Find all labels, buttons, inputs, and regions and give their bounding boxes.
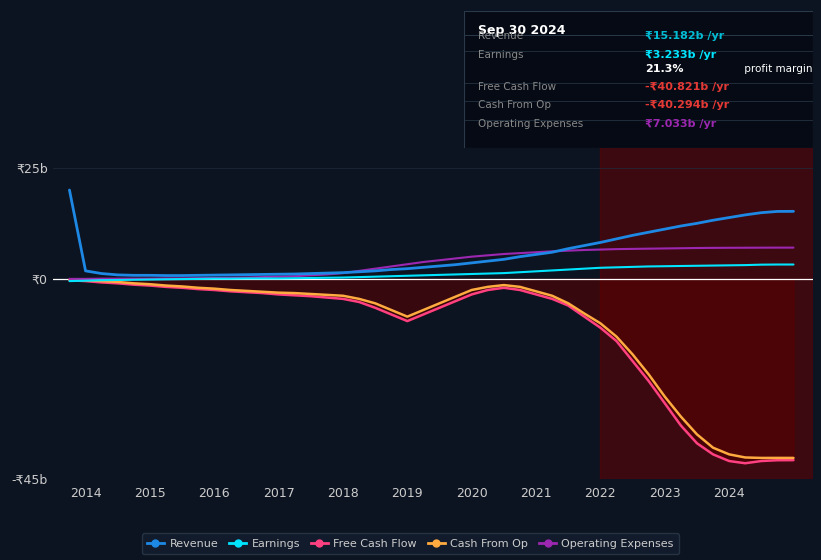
Text: Cash From Op: Cash From Op [478,100,551,110]
Text: ₹15.182b /yr: ₹15.182b /yr [645,31,725,41]
Text: Free Cash Flow: Free Cash Flow [478,82,556,92]
Text: Operating Expenses: Operating Expenses [478,119,583,129]
FancyBboxPatch shape [464,11,813,148]
Text: Sep 30 2024: Sep 30 2024 [478,24,566,36]
Text: 21.3%: 21.3% [645,64,684,74]
Text: profit margin: profit margin [741,64,813,74]
Text: -₹40.294b /yr: -₹40.294b /yr [645,100,730,110]
Text: Earnings: Earnings [478,50,523,60]
Text: -₹40.821b /yr: -₹40.821b /yr [645,82,729,92]
Text: ₹3.233b /yr: ₹3.233b /yr [645,50,717,60]
Legend: Revenue, Earnings, Free Cash Flow, Cash From Op, Operating Expenses: Revenue, Earnings, Free Cash Flow, Cash … [141,533,680,554]
Text: ₹7.033b /yr: ₹7.033b /yr [645,119,717,129]
Bar [600,146,813,479]
Text: Revenue: Revenue [478,31,523,41]
